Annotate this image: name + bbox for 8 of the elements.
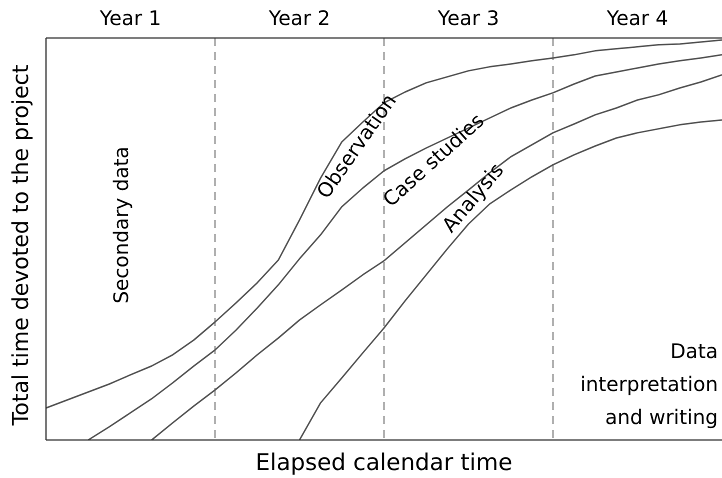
x-tick-label: Year 1 (98, 6, 162, 30)
x-tick-label: Year 3 (436, 6, 500, 30)
annotation: Data interpretation and writing (580, 339, 718, 429)
annotation: Secondary data (109, 146, 133, 304)
x-tick-label: Year 2 (268, 6, 330, 30)
x-axis-title: Elapsed calendar time (256, 450, 512, 476)
x-tick-label: Year 4 (606, 6, 668, 30)
y-axis-title: Total time devoted to the project (9, 64, 34, 426)
